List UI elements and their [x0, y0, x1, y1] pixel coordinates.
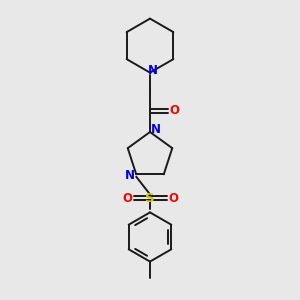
Text: S: S [145, 191, 155, 205]
Text: N: N [125, 169, 135, 182]
Text: O: O [122, 191, 132, 205]
Text: N: N [151, 123, 161, 136]
Text: O: O [168, 191, 178, 205]
Text: O: O [169, 104, 180, 118]
Text: N: N [147, 64, 158, 77]
